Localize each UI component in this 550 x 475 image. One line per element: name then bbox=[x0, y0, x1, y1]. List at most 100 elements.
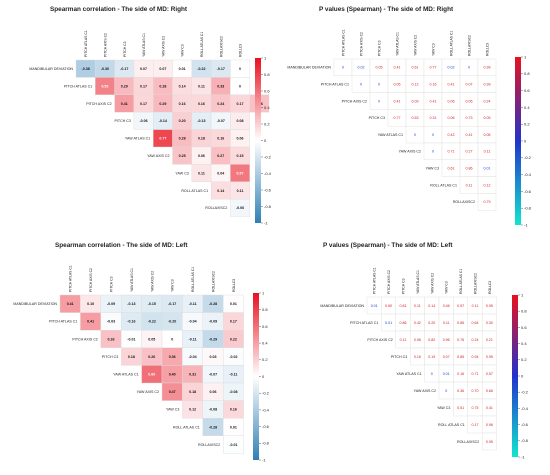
colorbar-tick-label: 0.2 bbox=[264, 121, 270, 126]
cell-value: 0.75 bbox=[472, 406, 479, 410]
col-label: ROLL ATLAS C1 bbox=[200, 32, 204, 57]
cell-value: 0.14 bbox=[428, 304, 435, 308]
cell-value: -0.29 bbox=[209, 337, 217, 341]
cell-value: -0.07 bbox=[209, 373, 217, 377]
cell-value: 0.07 bbox=[466, 83, 473, 87]
cell-value: 0.77 bbox=[430, 66, 437, 70]
cell-value: 0.10 bbox=[87, 302, 94, 306]
cell-value: 0.20 bbox=[428, 321, 435, 325]
row-label: YAW AXIS C2 bbox=[137, 390, 159, 394]
cell-value: -0.09 bbox=[209, 320, 217, 324]
cell-value: 0.66 bbox=[486, 389, 493, 393]
col-label: PITCH AXIS C2 bbox=[89, 268, 93, 292]
cell-value: 0.43 bbox=[448, 133, 455, 137]
colorbar-tick-label: 0.6 bbox=[521, 325, 527, 330]
cell-value: -0.28 bbox=[209, 425, 217, 429]
cell-value: 0.12 bbox=[189, 408, 196, 412]
col-label: ROLL ATLAS C1 bbox=[459, 269, 463, 294]
row-label: YAW C3 bbox=[437, 406, 450, 410]
cell-value: 0.81 bbox=[400, 304, 407, 308]
cell-value: -0.38 bbox=[82, 67, 90, 71]
cell-value: 0.05 bbox=[394, 83, 401, 87]
cell-value: 0 bbox=[431, 372, 433, 376]
col-label: PITCH ATLAS C1 bbox=[342, 29, 346, 56]
row-label: YAW AXIS C2 bbox=[147, 154, 169, 158]
heatmap-cell bbox=[477, 193, 497, 211]
colorbar-tick-label: 1 bbox=[264, 55, 267, 60]
col-label: YAW ATLAS C1 bbox=[142, 33, 146, 57]
cell-value: 0.76 bbox=[457, 338, 464, 342]
cell-value: 0.25 bbox=[179, 154, 186, 158]
cell-value: -0.02 bbox=[229, 355, 237, 359]
cell-value: 0.41 bbox=[448, 83, 455, 87]
row-label: PITCH ATLAS C1 bbox=[321, 83, 349, 87]
cell-value: 0.53 bbox=[101, 84, 108, 88]
cell-value: 0.19 bbox=[428, 355, 435, 359]
cell-value: 0.01 bbox=[179, 67, 186, 71]
cell-value: 0.06 bbox=[198, 154, 205, 158]
cell-value: 0.40 bbox=[169, 373, 176, 377]
cell-value: 0.94 bbox=[472, 355, 479, 359]
cell-value: 0.24 bbox=[484, 99, 491, 103]
cell-value: 0.28 bbox=[179, 137, 186, 141]
cell-value: 0.16 bbox=[230, 408, 237, 412]
cell-value: 0.30 bbox=[486, 321, 493, 325]
cell-value: -0.01 bbox=[229, 443, 237, 447]
cell-value: -0.06 bbox=[236, 206, 244, 210]
cell-value: 0.06 bbox=[484, 133, 491, 137]
cell-value: 0.61 bbox=[412, 66, 419, 70]
cell-value: -0.06 bbox=[139, 119, 147, 123]
cell-value: 0.57 bbox=[486, 372, 493, 376]
corr-right-panel: Spearman correlation - The side of MD: R… bbox=[0, 0, 275, 235]
cell-value: -0.30 bbox=[101, 67, 109, 71]
cell-value: 0.16 bbox=[179, 102, 186, 106]
cell-value: 0.41 bbox=[466, 133, 473, 137]
cell-value: 0.11 bbox=[237, 189, 244, 193]
cell-value: -0.20 bbox=[168, 320, 176, 324]
cell-value: -0.15 bbox=[148, 302, 156, 306]
cell-value: 0 bbox=[378, 99, 380, 103]
colorbar-tick-label: 0.8 bbox=[264, 72, 270, 77]
cell-value: 0.09 bbox=[412, 99, 419, 103]
cell-value: 0.41 bbox=[486, 406, 493, 410]
col-label: PITCH ATLAS C1 bbox=[84, 30, 88, 57]
cell-value: 0.17 bbox=[472, 423, 479, 427]
cell-value: 0.57 bbox=[457, 304, 464, 308]
col-label: YAW C3 bbox=[445, 281, 449, 294]
cell-value: 0 bbox=[342, 66, 344, 70]
row-label: PITCH AXIS C2 bbox=[86, 102, 111, 106]
col-label: YAW AXIS C2 bbox=[150, 271, 154, 292]
cell-value: 0 bbox=[432, 150, 434, 154]
col-label: PITCH AXIS C2 bbox=[387, 270, 391, 294]
cell-value: 0.01 bbox=[371, 304, 378, 308]
colorbar-tick-label: 1 bbox=[262, 290, 265, 295]
colorbar-tick-label: 0.2 bbox=[521, 357, 527, 362]
cell-value: 0.05 bbox=[148, 337, 155, 341]
colorbar-tick-label: 0.6 bbox=[264, 88, 270, 93]
cell-value: 0.05 bbox=[484, 116, 491, 120]
cell-value: 0.99 bbox=[484, 66, 491, 70]
panel-title: P values (Spearman) - The side of MD: Ri… bbox=[319, 6, 454, 13]
cell-value: -0.09 bbox=[107, 302, 115, 306]
cell-value: 0.95 bbox=[486, 355, 493, 359]
cell-value: 0.27 bbox=[466, 150, 473, 154]
row-label: PITCH C3 bbox=[102, 355, 118, 359]
row-label: MANDIBULAR DEVIATION bbox=[320, 304, 364, 308]
cell-value: 0.06 bbox=[466, 99, 473, 103]
cell-value: 0.18 bbox=[189, 390, 196, 394]
cell-value: 0 bbox=[239, 84, 241, 88]
cell-value: 0.95 bbox=[486, 304, 493, 308]
col-label: ROLLC3 bbox=[486, 43, 490, 56]
cell-value: -0.04 bbox=[188, 320, 196, 324]
cell-value: 0.16 bbox=[414, 355, 421, 359]
colorbar-tick-label: -0.4 bbox=[521, 406, 529, 411]
colorbar-tick-label: -0.6 bbox=[524, 189, 532, 194]
cell-value: -0.28 bbox=[209, 302, 217, 306]
colorbar-tick-label: 0 bbox=[521, 373, 524, 378]
cell-value: 0.28 bbox=[159, 84, 166, 88]
row-label: PITCH C3 bbox=[115, 119, 131, 123]
cell-value: 0.06 bbox=[448, 116, 455, 120]
col-label: YAW C3 bbox=[181, 44, 185, 57]
row-label: ROLLAXISC2 bbox=[205, 206, 227, 210]
cell-value: -0.11 bbox=[229, 373, 237, 377]
